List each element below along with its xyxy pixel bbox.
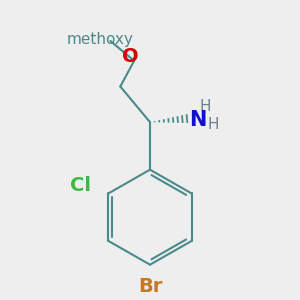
Text: H: H xyxy=(208,117,219,132)
Text: methoxy: methoxy xyxy=(67,32,134,46)
Text: O: O xyxy=(122,47,139,66)
Text: H: H xyxy=(200,99,211,114)
Text: Br: Br xyxy=(138,277,162,296)
Text: N: N xyxy=(189,110,206,130)
Text: Cl: Cl xyxy=(70,176,91,195)
